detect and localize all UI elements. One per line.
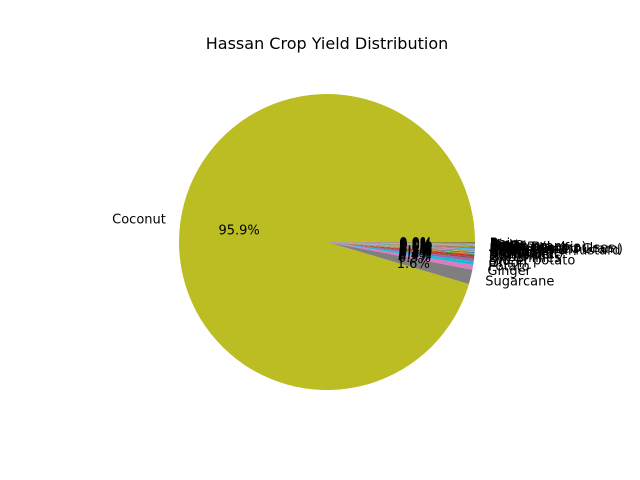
slice-percent-label: 0.0%: [399, 236, 432, 251]
slice-percent-label: 0.0%: [399, 239, 432, 254]
pie-slice: [327, 242, 475, 245]
slice-label: Soyabean: [490, 245, 554, 260]
slice-percent-label: 0.0%: [399, 237, 432, 252]
pie-slice: [327, 242, 475, 245]
slice-label: Arhar/Tur: [490, 240, 550, 255]
slice-label: Horse-gram: [490, 239, 567, 254]
pie-slice: [327, 242, 475, 262]
pie-slice: [327, 242, 475, 251]
pie-slice: [327, 242, 475, 255]
pie-slice: [327, 242, 475, 253]
pie-slice: [327, 242, 475, 247]
slice-label: Rice: [490, 237, 518, 252]
slice-label: Jowar: [489, 237, 526, 252]
pie-slice: [327, 242, 475, 248]
slice-label: Ragi: [490, 238, 519, 253]
slice-label: Groundnut: [489, 247, 558, 262]
pie-slice: [327, 242, 475, 246]
slice-percent-label: 0.0%: [399, 238, 432, 253]
slice-label: Moong(Green Gram): [490, 242, 623, 257]
slice-label: Coconut: [112, 213, 166, 228]
slice-label: Bajra: [490, 236, 524, 251]
slice-percent-label: 0.0%: [399, 238, 432, 253]
slice-label: Garlic: [489, 250, 527, 265]
slice-label: Dry chillies: [489, 251, 561, 266]
slice-percent-label: 0.1%: [399, 243, 432, 258]
pie-slice: [327, 242, 475, 249]
pie-slice: [327, 242, 473, 284]
slice-percent-label: 0.0%: [399, 238, 432, 253]
slice-label: Sugarcane: [485, 274, 554, 289]
slice-percent-label: 0.4%: [398, 249, 431, 264]
slice-percent-label: 0.2%: [399, 245, 432, 260]
pie-slice: [327, 242, 475, 259]
slice-label: Turmeric: [488, 249, 545, 264]
slice-percent-label: 0.1%: [399, 243, 432, 258]
slice-percent-label: 0.5%: [398, 251, 431, 266]
pie-slice: [327, 242, 475, 244]
pie-slice: [327, 242, 475, 250]
slice-percent-label: 0.0%: [399, 239, 432, 254]
slice-percent-label: 95.9%: [218, 223, 259, 238]
slice-label: Potato: [488, 259, 529, 274]
slice-label: Rapeseed &Mustard: [490, 244, 621, 259]
slice-percent-label: 0.3%: [399, 247, 432, 262]
slice-label: Castor seed: [490, 242, 567, 257]
chart-title: Hassan Crop Yield Distribution: [206, 34, 449, 53]
pie-slice: [327, 242, 475, 244]
pie-slice: [327, 242, 475, 255]
slice-percent-label: 0.1%: [399, 241, 432, 256]
pie-slice: [327, 242, 475, 252]
slice-percent-label: 0.1%: [399, 240, 432, 255]
slice-percent-label: 0.0%: [399, 238, 432, 253]
pie-slice: [327, 242, 475, 249]
pie-slices: [179, 93, 476, 390]
pie-slice: [327, 242, 475, 247]
slice-percent-label: 0.0%: [399, 239, 432, 254]
slice-label: Urad: [490, 241, 521, 256]
slice-label: Cotton(lint): [490, 246, 564, 261]
pie-slice: [327, 242, 475, 257]
slice-label: Other Kharif pulses: [490, 241, 615, 256]
slice-percent-label: 0.1%: [399, 242, 432, 257]
slice-label: Ginger: [487, 264, 531, 279]
slice-percent-label: 0.0%: [399, 236, 432, 251]
slice-label: Cowpea(Lobia): [490, 240, 587, 255]
pie-slice: [179, 93, 476, 390]
slice-percent-label: 0.1%: [399, 242, 432, 257]
pie-slice: [327, 242, 474, 266]
slice-label: Sesamum: [490, 243, 555, 258]
pie-slice: [327, 242, 475, 248]
slice-label: Sweet potato: [489, 253, 575, 268]
pie-slice: [327, 242, 475, 254]
slice-label: Maize: [490, 238, 528, 253]
pie-percent-labels: 95.9%1.6%0.5%0.4%0.3%0.2%0.2%0.1%0.1%0.1…: [218, 223, 432, 272]
slice-label: Onion: [489, 256, 527, 271]
pie-slice: [327, 242, 475, 243]
slice-percent-label: 0.0%: [399, 237, 432, 252]
slice-percent-label: 0.1%: [399, 241, 432, 256]
slice-percent-label: 0.0%: [399, 240, 432, 255]
slice-label: Sunflower: [489, 248, 555, 263]
pie-slice: [327, 242, 474, 270]
slice-percent-label: 1.6%: [397, 257, 430, 272]
slice-percent-label: 0.2%: [399, 244, 432, 259]
slice-label: Gram: [490, 239, 526, 254]
slice-percent-label: 0.0%: [399, 239, 432, 254]
pie-slice: [327, 242, 475, 246]
slice-percent-label: 0.0%: [399, 237, 432, 252]
